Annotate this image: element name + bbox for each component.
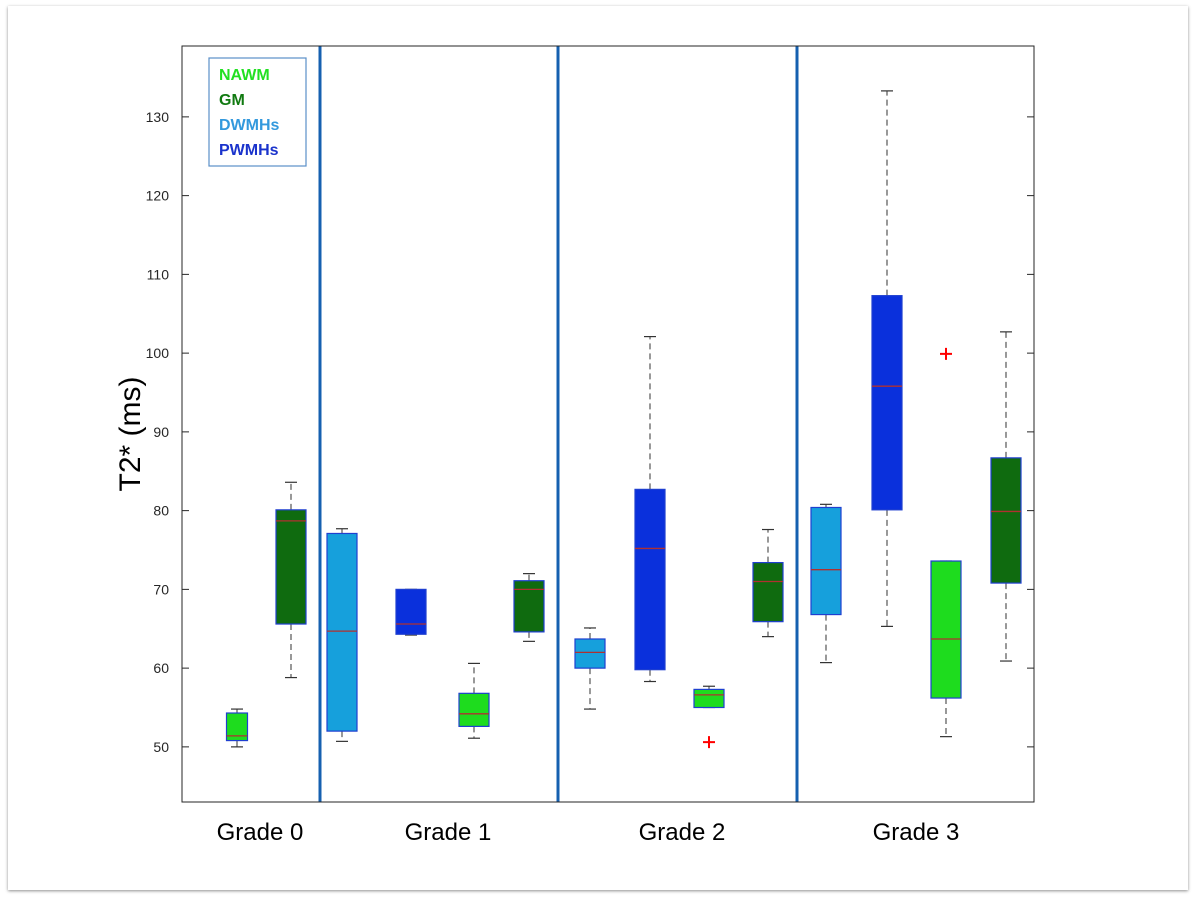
y-tick-label: 70 (153, 581, 169, 597)
box-iqr (930, 560, 962, 699)
y-tick-label: 60 (153, 660, 169, 676)
box-iqr (693, 688, 725, 709)
legend-entry-pwmhs: PWMHs (219, 142, 279, 159)
category-label: Grade 0 (217, 819, 304, 846)
y-tick-label: 110 (147, 266, 170, 282)
plot-frame (181, 45, 1035, 803)
box-iqr (574, 638, 606, 669)
box-iqr (752, 561, 784, 623)
category-label: Grade 2 (639, 819, 726, 846)
figure-card: 50 60 70 80 90 100 110 120 130 Grade 0 Grade 1 Gra… (8, 6, 1188, 890)
box-dwmhs (326, 528, 358, 742)
legend-entry-dwmhs: DWMHs (219, 117, 280, 134)
grade-group (326, 528, 545, 742)
y-tick-label: 50 (153, 739, 169, 755)
outlier-marker (703, 736, 715, 749)
box-iqr (990, 457, 1022, 584)
box-gm (275, 481, 307, 679)
box-iqr (395, 588, 427, 635)
outlier-marker (940, 347, 952, 360)
box-iqr (513, 580, 545, 633)
category-label: Grade 3 (873, 819, 960, 846)
y-tick-label: 90 (153, 424, 169, 440)
category-label: Grade 1 (405, 819, 492, 846)
grade-group (810, 90, 1022, 738)
box-dwmhs (574, 627, 606, 710)
box-nawm (458, 662, 490, 739)
box-gm (513, 573, 545, 642)
x-axis-categories: Grade 0 Grade 1 Grade 2 Grade 3 (217, 819, 960, 846)
y-axis-ticks: 50 60 70 80 90 100 110 120 130 (146, 109, 1034, 755)
box-gm (990, 331, 1022, 662)
box-iqr (458, 692, 490, 728)
box-iqr (326, 532, 358, 732)
y-tick-label: 120 (146, 188, 170, 204)
legend-box (208, 57, 307, 167)
grade-group (225, 481, 307, 748)
box-iqr (275, 509, 307, 625)
y-tick-label: 80 (153, 503, 169, 519)
box-iqr (810, 506, 842, 616)
box-iqr (225, 712, 249, 742)
box-pwmhs (634, 335, 666, 683)
grade-group (574, 335, 784, 749)
box-gm (752, 528, 784, 638)
boxes-layer (225, 90, 1022, 749)
y-axis-label: T2* (ms) (114, 377, 147, 492)
box-iqr (634, 488, 666, 671)
y-tick-label: 100 (146, 345, 170, 361)
box-nawm (693, 685, 725, 749)
box-iqr (871, 295, 903, 511)
y-tick-label: 130 (146, 109, 170, 125)
legend: NAWM GM DWMHs PWMHs (208, 57, 307, 167)
box-pwmhs (395, 588, 427, 636)
box-pwmhs (871, 90, 903, 627)
legend-entry-nawm: NAWM (219, 67, 270, 84)
box-dwmhs (810, 503, 842, 664)
box-nawm (225, 708, 249, 748)
legend-entry-gm: GM (219, 92, 245, 109)
grade-separators (318, 46, 799, 802)
box-nawm (930, 347, 962, 738)
